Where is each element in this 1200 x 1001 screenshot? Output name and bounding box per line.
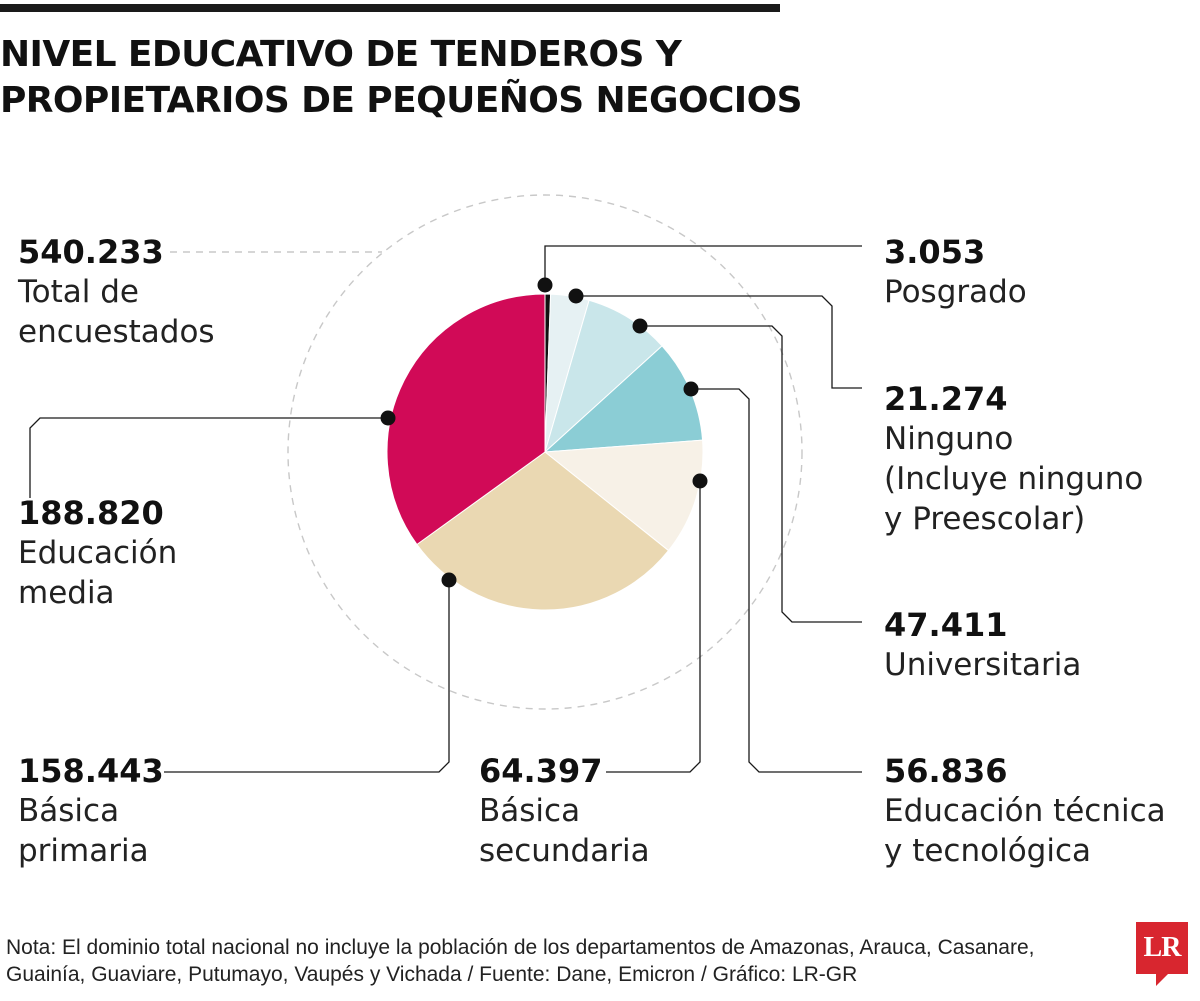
pie-slice-6 [386, 293, 546, 546]
data-label-ninguno-line-2: (Incluye ninguno [884, 461, 1144, 497]
leader-dot-universitaria [632, 318, 648, 334]
data-label-media-line-2: media [18, 575, 115, 611]
data-label-secundaria-line-2: secundaria [479, 833, 650, 869]
data-label-posgrado-value: 3.053 [884, 233, 986, 271]
data-label-ninguno-line-1: Ninguno [884, 421, 1014, 457]
data-label-posgrado-name: Posgrado [884, 274, 1027, 310]
data-label-primaria: 158.443 Básica primaria [18, 751, 164, 871]
leader-line-tecnica [691, 388, 862, 773]
data-label-universitaria-name: Universitaria [884, 647, 1082, 683]
data-label-universitaria-value: 47.411 [884, 606, 1008, 644]
total-value: 540.233 [18, 233, 164, 271]
leader-dot-primaria [441, 572, 457, 588]
data-label-ninguno-line-3: y Preescolar) [884, 501, 1086, 537]
data-label-tecnica-value: 56.836 [884, 752, 1008, 790]
data-label-secundaria-value: 64.397 [479, 752, 603, 790]
total-text-line-2: encuestados [18, 314, 215, 350]
data-label-tecnica-line-1: Educación técnica [884, 793, 1166, 829]
chart-title: NIVEL EDUCATIVO DE TENDEROS Y PROPIETARI… [0, 32, 803, 124]
data-label-primaria-line-1: Básica [18, 793, 120, 829]
data-label-secundaria-line-1: Básica [479, 793, 581, 829]
leader-dot-posgrado [537, 277, 553, 293]
lr-logo: LR [1136, 922, 1188, 974]
outer-dashed-circle [287, 194, 803, 710]
leader-dot-tecnica [683, 381, 699, 397]
leader-line-ninguno [576, 295, 862, 389]
chart-title-line-1: NIVEL EDUCATIVO DE TENDEROS Y [0, 34, 682, 75]
data-label-ninguno-value: 21.274 [884, 380, 1008, 418]
chart-title-line-2: PROPIETARIOS DE PEQUEÑOS NEGOCIOS [0, 80, 803, 121]
leader-line-posgrado [544, 245, 862, 285]
leader-line-secundaria [606, 481, 701, 773]
leader-line-media [29, 417, 388, 498]
leader-line-universitaria [640, 325, 862, 623]
lr-logo-text: LR [1143, 932, 1182, 963]
data-label-primaria-line-2: primaria [18, 833, 149, 869]
lr-logo-tail [1156, 974, 1180, 986]
source-note: Nota: El dominio total nacional no inclu… [6, 936, 1035, 986]
leader-dot-media [380, 410, 396, 426]
pie-slice-4 [543, 439, 704, 552]
pie-slice-5 [416, 451, 670, 611]
data-label-primaria-value: 158.443 [18, 752, 164, 790]
leader-line-primaria [164, 580, 450, 773]
data-label-media: 188.820 Educación media [18, 493, 177, 613]
pie-slices [386, 293, 704, 611]
data-label-universitaria: 47.411 Universitaria [884, 605, 1081, 685]
top-rule [0, 4, 780, 12]
data-label-tecnica: 56.836 Educación técnica y tecnológica [884, 751, 1166, 871]
total-label: 540.233 Total de encuestados [18, 232, 215, 352]
data-label-posgrado: 3.053 Posgrado [884, 232, 1027, 312]
total-text-line-1: Total de [18, 274, 140, 310]
data-label-secundaria: 64.397 Básica secundaria [479, 751, 650, 871]
leader-dot-secundaria [692, 473, 708, 489]
data-label-media-line-1: Educación [18, 535, 178, 571]
leader-lines [29, 245, 862, 773]
pie-slice-2 [544, 299, 663, 454]
leader-dot-ninguno [568, 288, 584, 304]
data-label-tecnica-line-2: y tecnológica [884, 833, 1091, 869]
data-label-ninguno: 21.274 Ninguno (Incluye ninguno y Preesc… [884, 379, 1143, 539]
data-label-media-value: 188.820 [18, 494, 164, 532]
